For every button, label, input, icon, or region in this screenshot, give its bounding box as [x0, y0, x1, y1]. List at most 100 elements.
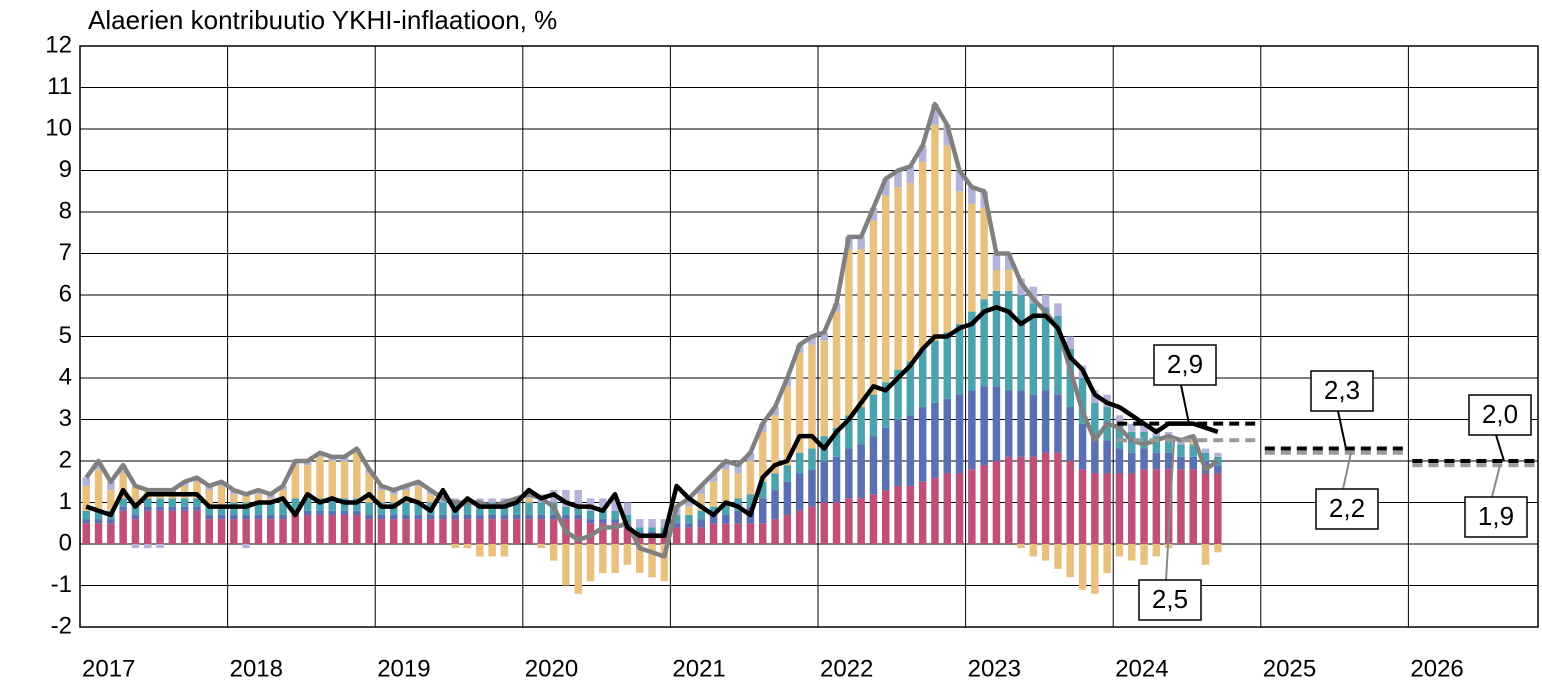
bar-segment [549, 544, 558, 561]
bar-segment [1128, 423, 1136, 432]
bar-segment [734, 473, 742, 499]
bar-segment [808, 469, 816, 507]
bar-segment [1164, 469, 1173, 544]
x-tick-label: 2025 [1263, 655, 1316, 682]
bar-segment [845, 498, 853, 544]
bar-segment [894, 419, 902, 486]
bar-segment [1164, 440, 1173, 453]
bar-segment [672, 527, 681, 544]
y-tick-label: 3 [59, 405, 72, 432]
bar-segment [180, 498, 189, 507]
bar-segment [1189, 469, 1197, 544]
bar-segment [980, 465, 988, 544]
bar-segment [451, 514, 459, 520]
bar-segment [156, 506, 164, 511]
bar-segment [340, 514, 349, 544]
bar-segment [857, 444, 865, 499]
y-tick-label: -1 [51, 571, 72, 598]
bar-segment [303, 514, 312, 544]
bar-segment [906, 415, 915, 486]
bar-segment [955, 324, 964, 395]
bar-segment [722, 514, 730, 524]
bar-segment [968, 390, 976, 470]
bar-segment [488, 544, 496, 557]
bar-segment [1103, 440, 1111, 474]
bar-segment [353, 510, 361, 515]
bar-segment [660, 535, 669, 544]
bar-segment [820, 502, 828, 544]
bar-segment [1152, 436, 1161, 453]
bar-segment [1214, 456, 1222, 466]
bar-segment [1140, 544, 1148, 565]
bar-segment [1054, 315, 1062, 395]
bar-segment [931, 124, 939, 341]
bar-segment [279, 502, 287, 515]
bar-segment [845, 249, 853, 416]
bar-segment [955, 191, 964, 325]
bar-segment [1017, 456, 1025, 544]
bar-segment [402, 519, 410, 544]
bar-segment [463, 514, 472, 520]
bar-segment [267, 502, 275, 515]
bar-segment [1177, 456, 1185, 470]
bar-segment [992, 253, 1001, 271]
bar-segment [562, 506, 570, 515]
bar-segment [1017, 390, 1025, 457]
y-tick-label: 2 [59, 446, 72, 473]
bar-segment [217, 485, 226, 507]
bar-segment [230, 519, 238, 544]
bar-segment [1054, 394, 1062, 453]
bar-segment [832, 502, 841, 544]
bar-segment [808, 448, 816, 470]
bar-segment [845, 448, 853, 499]
y-tick-label: 11 [47, 73, 72, 100]
x-tick-label: 2024 [1115, 655, 1168, 682]
bar-segment [242, 494, 250, 503]
bar-segment [463, 519, 472, 544]
bar-segment [832, 311, 841, 428]
bar-segment [279, 519, 287, 544]
bar-segment [857, 249, 865, 408]
bar-segment [1029, 456, 1038, 544]
bar-segment [795, 510, 804, 544]
bar-segment [254, 494, 263, 503]
bar-segment [574, 514, 582, 520]
bar-segment [390, 519, 398, 544]
bar-segment [746, 452, 755, 461]
bar-segment [144, 506, 152, 511]
bar-segment [685, 527, 693, 544]
bar-segment [771, 415, 779, 474]
bar-segment [685, 498, 693, 507]
bar-segment [722, 469, 730, 503]
bar-segment [943, 473, 951, 544]
bar-segment [156, 498, 164, 507]
bar-segment [906, 182, 915, 362]
bar-segment [1066, 461, 1074, 544]
bar-segment [1164, 452, 1173, 470]
bar-segment [611, 519, 619, 524]
bar-segment [783, 481, 792, 515]
bar-segment [205, 490, 213, 507]
bar-segment [537, 544, 546, 549]
bar-segment [1029, 303, 1038, 395]
bar-segment [217, 519, 226, 544]
bar-segment [390, 514, 398, 520]
bar-segment [1189, 444, 1197, 457]
bar-segment [562, 514, 570, 520]
bar-segment [992, 290, 1001, 387]
bar-segment [488, 498, 496, 503]
bar-segment [1091, 402, 1099, 437]
bar-segment [734, 510, 742, 524]
bar-segment [574, 506, 582, 515]
bar-segment [1078, 423, 1087, 470]
bar-segment [857, 407, 865, 445]
bar-segment [931, 104, 939, 125]
bar-segment [697, 519, 705, 528]
bar-segment [1201, 544, 1210, 565]
y-tick-label: 7 [59, 239, 72, 266]
bar-segment [894, 485, 902, 544]
bar-segment [1017, 278, 1025, 295]
bar-segment [611, 498, 619, 511]
bar-segment [636, 519, 644, 528]
